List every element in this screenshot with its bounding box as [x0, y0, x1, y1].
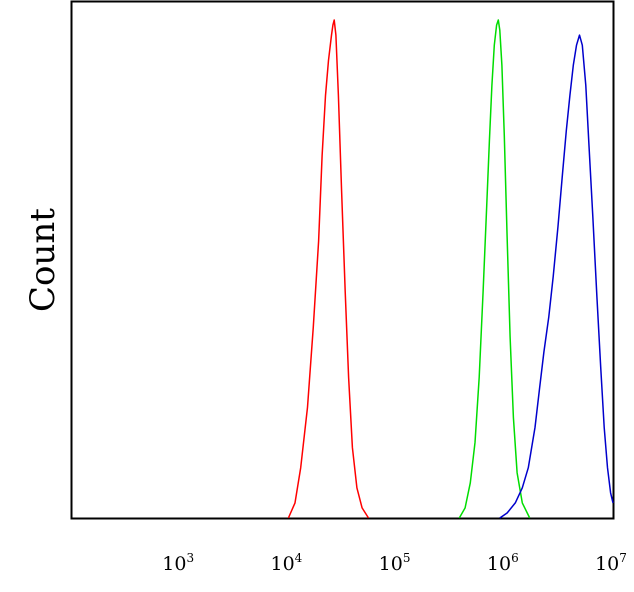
x-tick-labels: 103 104 105 106 107	[162, 551, 627, 575]
x-tick-label: 103	[162, 551, 194, 575]
x-tick-label: 107	[595, 551, 627, 575]
x-tick-label: 104	[270, 551, 302, 575]
x-tick-label: 105	[379, 551, 411, 575]
series-line-2	[458, 19, 531, 519]
plot-frame	[70, 0, 615, 520]
series-line-1	[287, 19, 370, 519]
y-axis-label: Count	[23, 208, 63, 312]
x-tick-label: 106	[487, 551, 519, 575]
series-line-3	[499, 34, 614, 519]
series-layer	[287, 19, 614, 519]
